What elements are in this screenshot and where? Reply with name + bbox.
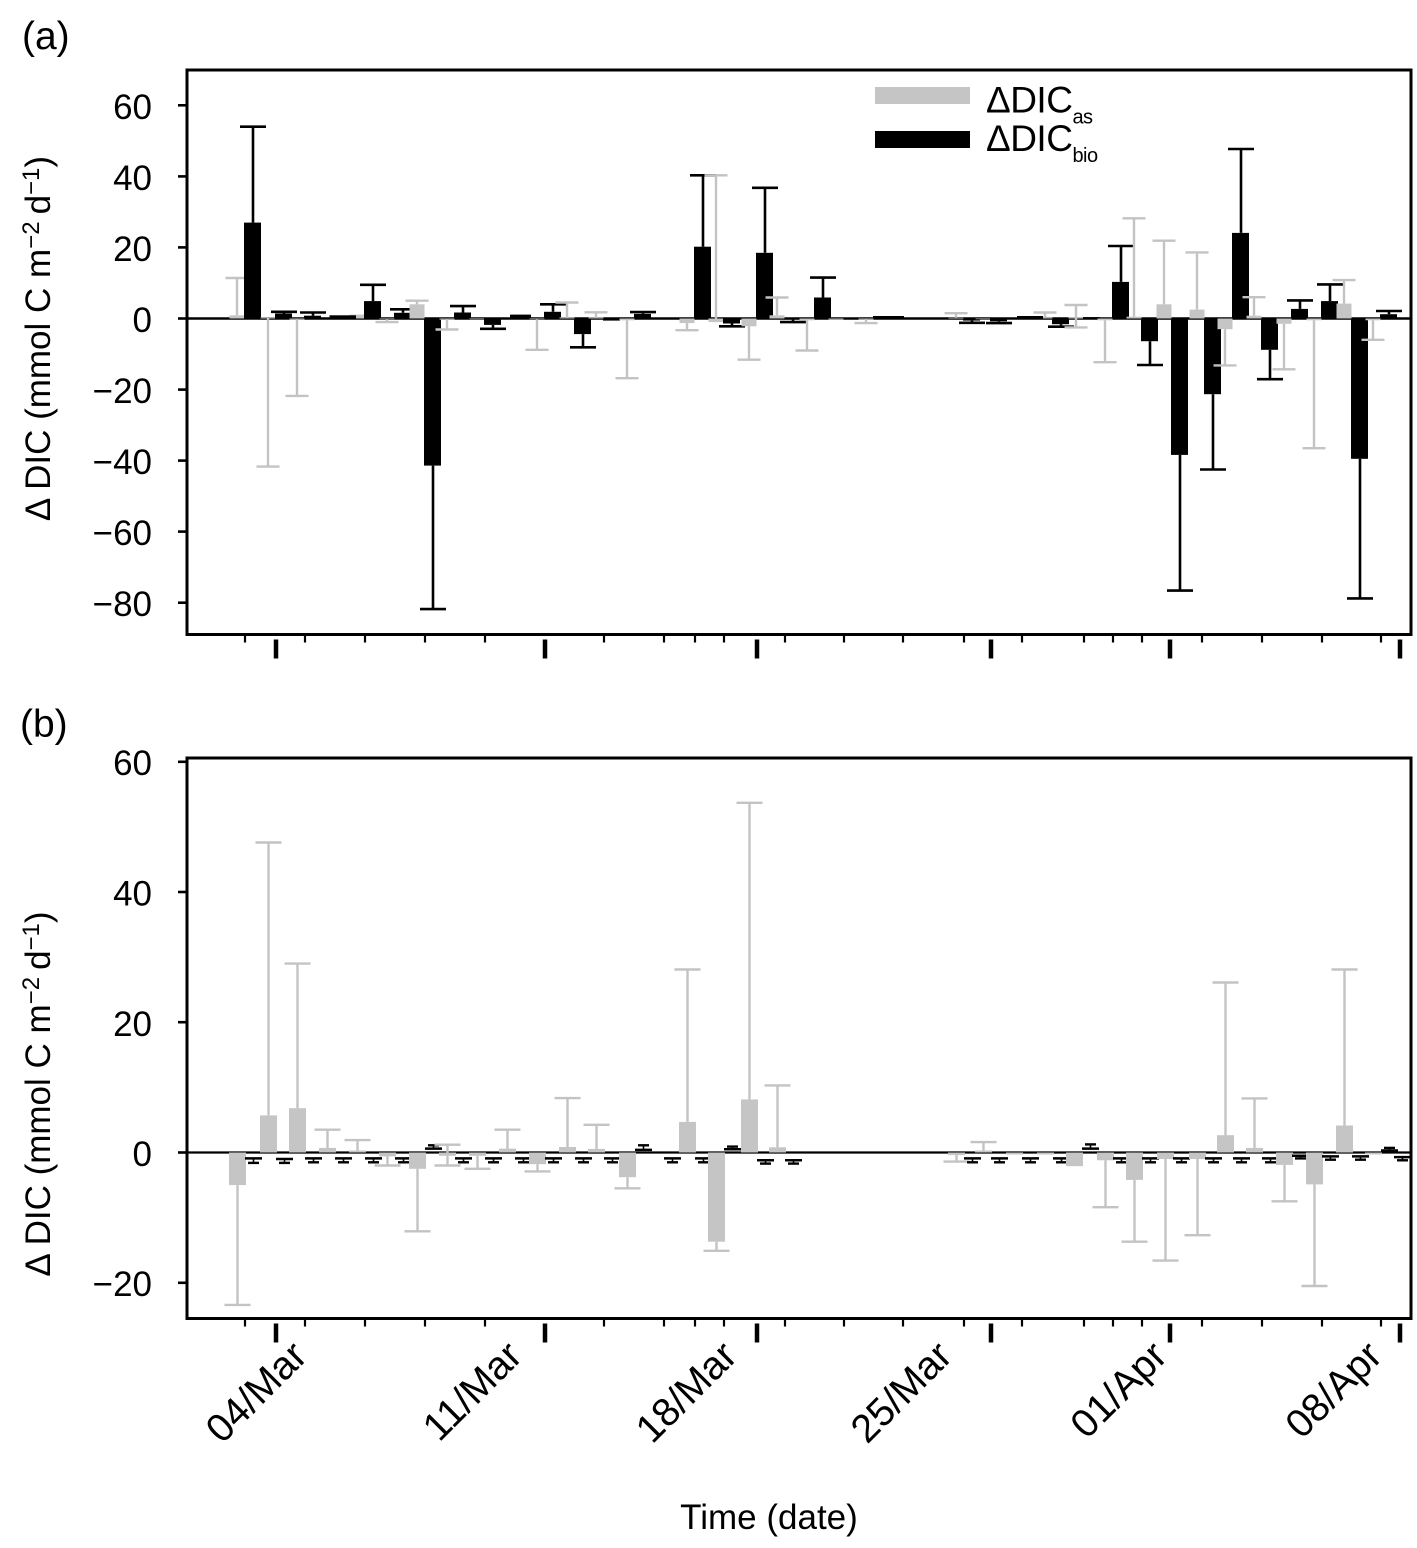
svg-text:40: 40 [113, 159, 152, 198]
svg-text:Δ DIC (mmol C m−2 d−1): Δ DIC (mmol C m−2 d−1) [18, 156, 58, 521]
svg-text:Time (date): Time (date) [680, 1498, 858, 1537]
svg-text:(a): (a) [22, 15, 70, 58]
svg-text:0: 0 [133, 1135, 152, 1174]
svg-text:0: 0 [133, 301, 152, 340]
svg-text:−20: −20 [93, 372, 152, 411]
svg-text:20: 20 [113, 1005, 152, 1044]
svg-text:(b): (b) [20, 703, 68, 746]
svg-text:−40: −40 [93, 443, 152, 482]
svg-text:−20: −20 [93, 1265, 152, 1304]
svg-text:20: 20 [113, 230, 152, 269]
svg-text:−80: −80 [93, 585, 152, 624]
svg-text:−60: −60 [93, 514, 152, 553]
svg-text:60: 60 [113, 744, 152, 783]
svg-text:60: 60 [113, 88, 152, 127]
svg-text:Δ DIC (mmol C m−2 d−1): Δ DIC (mmol C m−2 d−1) [18, 911, 58, 1276]
svg-text:40: 40 [113, 875, 152, 914]
